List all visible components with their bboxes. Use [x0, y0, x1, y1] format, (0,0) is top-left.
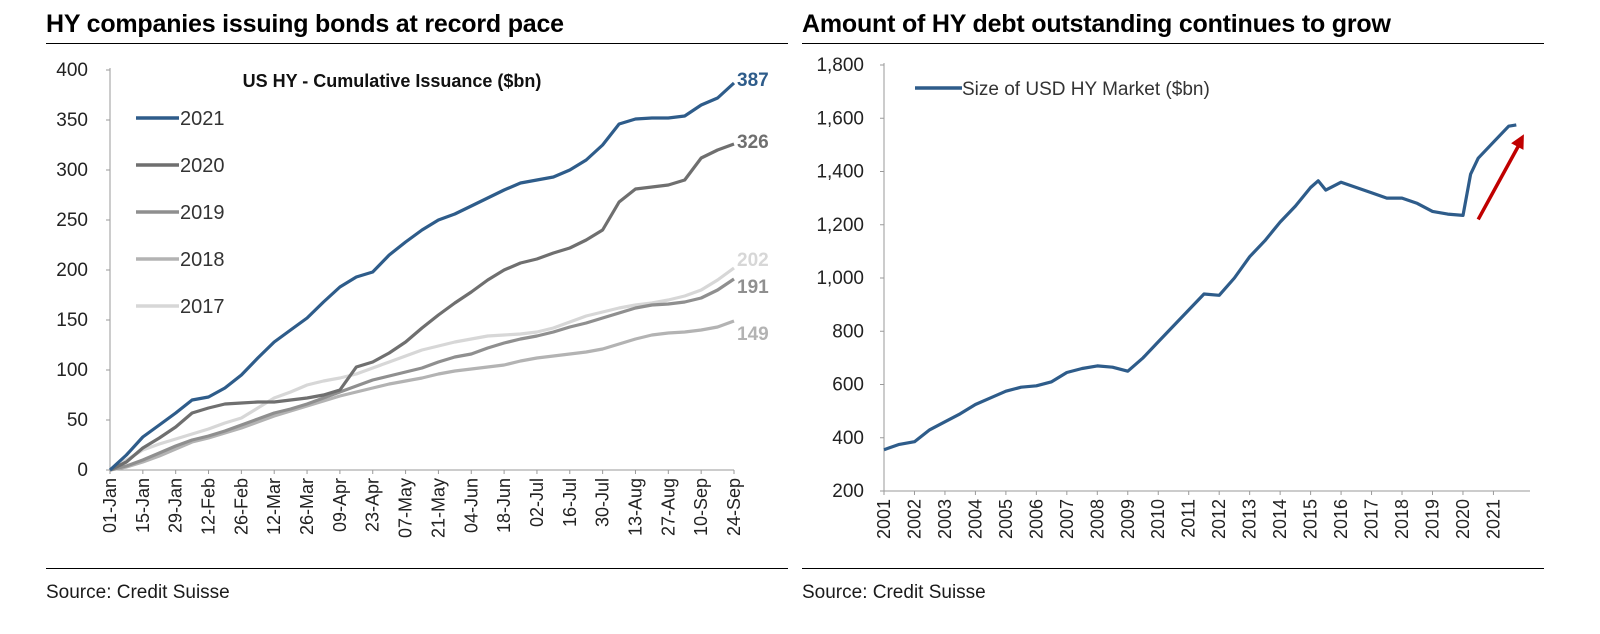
- x-tick-label: 2005: [996, 499, 1016, 539]
- y-tick-label: 800: [832, 321, 864, 342]
- legend-label: 2020: [180, 155, 225, 177]
- x-tick-label: 07-May: [396, 478, 416, 538]
- x-tick-label: 15-Jan: [133, 478, 153, 533]
- series-line-2020: [109, 142, 735, 472]
- series-line-2019: [109, 277, 735, 472]
- end-value-label: 387: [737, 70, 769, 91]
- source-note: Source: Credit Suisse: [46, 582, 230, 603]
- panel-title: HY companies issuing bonds at record pac…: [46, 10, 564, 38]
- x-tick-label: 12-Feb: [199, 478, 219, 535]
- x-tick-label: 04-Jun: [461, 478, 481, 533]
- left-chart-panel: HY companies issuing bonds at record pac…: [46, 0, 788, 634]
- y-tick-label: 1,600: [816, 108, 864, 129]
- x-tick-label: 18-Jun: [494, 478, 514, 533]
- x-tick-label: 13-Aug: [625, 478, 645, 536]
- legend-label: 2018: [180, 249, 225, 271]
- x-tick-label: 2007: [1057, 499, 1077, 539]
- y-tick-label: 400: [56, 60, 88, 81]
- y-tick-label: 1,000: [816, 268, 864, 289]
- x-tick-label: 26-Feb: [231, 478, 251, 535]
- y-tick-label: 350: [56, 110, 88, 131]
- x-tick-label: 2011: [1179, 499, 1199, 538]
- x-tick-label: 2021: [1483, 499, 1503, 539]
- title-rule: [802, 43, 1544, 44]
- x-tick-label: 30-Jul: [593, 478, 613, 527]
- chart-inner-title: US HY - Cumulative Issuance ($bn): [243, 71, 542, 91]
- source-note: Source: Credit Suisse: [802, 582, 986, 603]
- x-tick-label: 01-Jan: [100, 478, 120, 533]
- x-tick-label: 2013: [1240, 499, 1260, 539]
- x-tick-label: 21-May: [428, 478, 448, 538]
- series-line-2021: [108, 81, 736, 472]
- x-tick-label: 2012: [1209, 499, 1229, 539]
- x-tick-label: 2020: [1453, 499, 1473, 539]
- title-rule: [46, 43, 788, 44]
- series-line-hy-market: [883, 123, 1517, 452]
- y-tick-label: 200: [56, 260, 88, 281]
- x-tick-label: 2003: [935, 499, 955, 539]
- y-tick-label: 600: [832, 375, 864, 396]
- legend-label: 2017: [180, 296, 225, 318]
- x-tick-label: 29-Jan: [166, 478, 186, 533]
- x-tick-label: 10-Sep: [691, 478, 711, 536]
- y-tick-label: 300: [56, 160, 88, 181]
- x-tick-label: 2009: [1118, 499, 1138, 539]
- legend-label: 2021: [180, 108, 225, 130]
- source-rule: [802, 568, 1544, 569]
- source-rule: [46, 568, 788, 569]
- end-value-label: 149: [737, 324, 769, 345]
- x-tick-label: 2018: [1392, 499, 1412, 539]
- y-tick-label: 50: [67, 410, 88, 431]
- growth-arrow-shaft: [1476, 142, 1522, 221]
- x-tick-label: 12-Mar: [264, 478, 284, 535]
- x-tick-label: 2004: [965, 499, 985, 539]
- series-line-2017: [109, 266, 735, 472]
- x-tick-label: 2014: [1270, 499, 1290, 539]
- y-tick-label: 1,400: [816, 162, 864, 183]
- series-line-2018: [109, 319, 735, 472]
- x-tick-label: 24-Sep: [724, 478, 744, 536]
- end-value-label: 202: [737, 250, 769, 271]
- x-tick-label: 2016: [1331, 499, 1351, 539]
- y-tick-label: 400: [832, 428, 864, 449]
- end-value-label: 191: [737, 277, 769, 298]
- y-tick-label: 250: [56, 210, 88, 231]
- x-tick-label: 2010: [1148, 499, 1168, 539]
- x-tick-label: 16-Jul: [560, 478, 580, 527]
- growth-arrow-head: [1511, 134, 1524, 150]
- y-tick-label: 0: [77, 460, 88, 481]
- hy-market-size-chart: 200 400 600 800 1,000 1,200 1,400 1,600 1,800 200…: [816, 55, 1530, 539]
- x-tick-label: 2006: [1026, 499, 1046, 539]
- y-tick-label: 200: [832, 481, 864, 502]
- right-chart-panel: Amount of HY debt outstanding continues …: [802, 0, 1544, 634]
- legend-label: 2019: [180, 202, 225, 224]
- cumulative-issuance-chart: 0 50 100 150 200 250 300 350 400 01-Jan 15-Jan 29-J…: [56, 60, 769, 538]
- y-tick-label: 1,200: [816, 215, 864, 236]
- x-tick-label: 2017: [1362, 499, 1382, 539]
- y-tick-label: 150: [56, 310, 88, 331]
- x-tick-label: 26-Mar: [297, 478, 317, 535]
- x-tick-label: 2002: [904, 499, 924, 539]
- x-tick-label: 2019: [1422, 499, 1442, 539]
- y-tick-label: 100: [56, 360, 88, 381]
- x-tick-label: 2008: [1087, 499, 1107, 539]
- x-tick-label: 27-Aug: [658, 478, 678, 536]
- x-tick-label: 09-Apr: [330, 478, 350, 532]
- x-tick-label: 2001: [874, 499, 894, 539]
- x-tick-label: 02-Jul: [527, 478, 547, 527]
- x-tick-label: 2015: [1301, 499, 1321, 539]
- panel-title: Amount of HY debt outstanding continues …: [802, 10, 1391, 38]
- y-tick-label: 1,800: [816, 55, 864, 76]
- end-value-label: 326: [737, 132, 769, 153]
- legend-label: Size of USD HY Market ($bn): [962, 79, 1210, 100]
- x-tick-label: 23-Apr: [363, 478, 383, 532]
